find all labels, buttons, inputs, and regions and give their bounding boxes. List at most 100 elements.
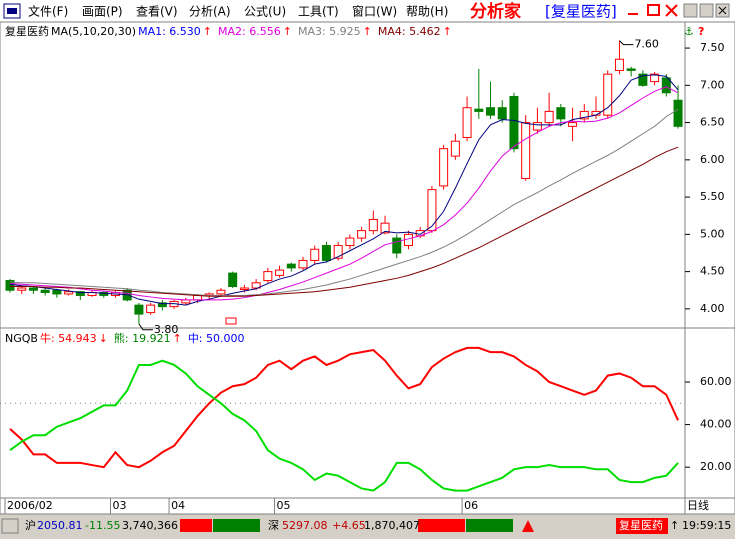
annotation-leader <box>619 40 634 46</box>
signal-icon <box>225 317 237 325</box>
app-title: 分析家 <box>470 1 521 22</box>
status-stock[interactable]: 复星医药 <box>619 518 663 532</box>
legend-arrow: ↑ <box>443 25 452 38</box>
x-tick-label: 06 <box>464 499 478 512</box>
chart-area <box>0 21 735 515</box>
candle-body <box>17 287 27 291</box>
candle-body <box>486 107 496 116</box>
status-time: 19:59:15 <box>682 519 731 532</box>
legend-label: MA4: 5.462 <box>378 25 441 38</box>
legend-arrow: ↑ <box>283 25 292 38</box>
sh-change: -11.55 <box>85 519 120 532</box>
y-tick-label: 20.00 <box>700 460 732 473</box>
y-tick-label: 40.00 <box>700 418 732 431</box>
ma-line <box>9 108 679 296</box>
candle-body <box>509 96 519 150</box>
candle-body <box>64 291 74 295</box>
legend-arrow: ↑ <box>173 332 182 345</box>
candle-body <box>474 108 484 112</box>
signal-tower <box>522 520 534 532</box>
menu-item[interactable]: 帮助(H) <box>406 5 448 19</box>
menu-item[interactable]: 公式(U) <box>244 5 286 19</box>
candle-body <box>298 259 308 269</box>
sh-up-bar <box>180 519 212 532</box>
panel-subtitle: MA(5,10,20,30) <box>51 25 136 38</box>
menu-item[interactable]: 画面(P) <box>82 5 123 19</box>
y-tick-label: 60.00 <box>700 375 732 388</box>
candle-body <box>333 245 343 259</box>
legend-label: 中: 50.000 <box>188 332 245 345</box>
menu-item[interactable]: 工具(T) <box>298 5 339 19</box>
y-tick-label: 7.00 <box>700 78 725 91</box>
candle-body <box>345 237 355 247</box>
candle-body <box>368 218 378 232</box>
candle-body <box>310 248 320 261</box>
candle-body <box>321 245 331 261</box>
legend-arrow: ↑ <box>203 25 212 38</box>
legend-label: MA3: 5.925 <box>298 25 361 38</box>
legend-arrow: ↓ <box>99 332 108 345</box>
sh-down-bar <box>213 519 260 532</box>
candle-body <box>28 287 38 291</box>
legend-label: 熊: 19.921 <box>114 331 171 345</box>
ma-line <box>10 146 679 297</box>
menu-item[interactable]: 分析(A) <box>189 5 231 19</box>
candle-body <box>40 289 50 293</box>
panel-title: 复星医药 <box>5 24 49 38</box>
x-tick-label: 05 <box>277 499 291 512</box>
candle-body <box>568 122 578 127</box>
y-tick-label: 5.00 <box>700 227 725 240</box>
candle-body <box>286 263 296 269</box>
candle-body <box>251 282 261 289</box>
status-icon <box>1 518 19 534</box>
sz-change: +4.65 <box>332 519 366 532</box>
candle-body <box>614 58 624 71</box>
candle-body <box>228 272 238 288</box>
sub-close-x <box>718 6 727 15</box>
window-buttons <box>628 3 730 18</box>
annotation-label: 3.80 <box>154 323 179 336</box>
candle-body <box>146 304 156 314</box>
candle-body <box>380 222 390 234</box>
app-icon-inner <box>7 8 17 14</box>
candle-body <box>462 107 472 138</box>
sh-volume: 3,740,366 <box>122 519 178 532</box>
x-tick-label: 04 <box>171 499 185 512</box>
sh-label: 沪 <box>25 518 36 532</box>
candle-body <box>521 122 531 179</box>
menu-item[interactable]: 窗口(W) <box>352 5 397 19</box>
close-button[interactable] <box>665 4 678 17</box>
legend-label: MA1: 6.530 <box>138 25 201 38</box>
candle-body <box>52 289 62 295</box>
candle-body <box>5 280 15 291</box>
sub-min[interactable] <box>683 3 698 18</box>
candle-body <box>275 269 285 276</box>
y-tick-label: 4.50 <box>700 265 725 278</box>
maximize-button[interactable] <box>647 4 660 16</box>
candle-body <box>638 73 648 86</box>
legend-label: 牛: 54.943 <box>40 331 97 345</box>
y-tick-label: 7.50 <box>700 41 725 54</box>
icon-help: ? <box>698 25 704 38</box>
sub-restore[interactable] <box>699 3 714 18</box>
panel-title: NGQB <box>5 332 38 345</box>
x-tick-label: 2006/02 <box>7 499 53 512</box>
y-tick-label: 5.50 <box>700 190 725 203</box>
candle-body <box>579 110 589 120</box>
x-tick-label: 03 <box>112 499 126 512</box>
candle-body <box>661 77 671 94</box>
sz-down-bar <box>466 519 513 532</box>
indicator-line <box>9 346 679 469</box>
legend-label: MA2: 6.556 <box>218 25 281 38</box>
candle-body <box>497 107 507 120</box>
candle-body <box>216 289 226 295</box>
y-tick-label: 4.00 <box>700 302 725 315</box>
candle-body <box>544 110 554 124</box>
candle-body <box>239 287 249 290</box>
annotation-leader <box>138 323 153 331</box>
menu-item[interactable]: 文件(F) <box>28 4 68 19</box>
menu-item[interactable]: 查看(V) <box>136 5 178 19</box>
